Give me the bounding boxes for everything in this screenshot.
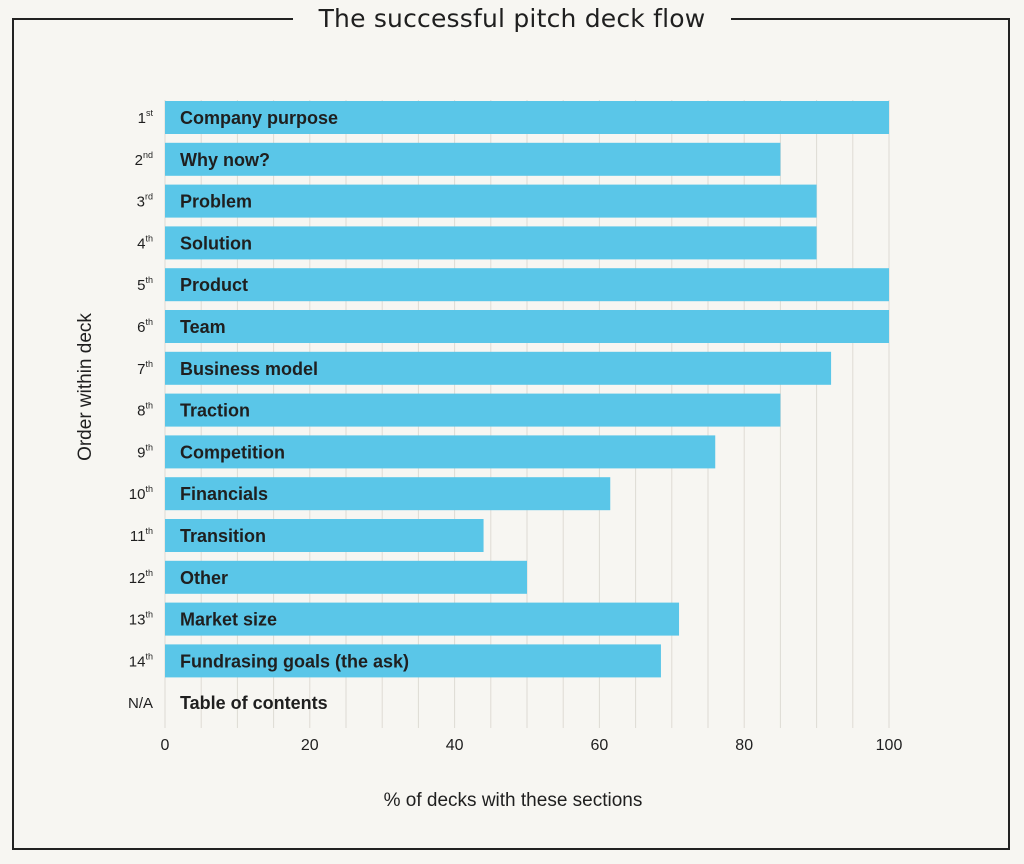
bars	[165, 101, 889, 678]
bar	[165, 310, 889, 343]
bar	[165, 226, 817, 260]
order-label: 7th	[137, 359, 153, 378]
order-number: 9	[137, 444, 145, 461]
order-suffix: th	[145, 484, 153, 494]
bar-label: Business model	[180, 359, 318, 379]
order-label: 12th	[129, 568, 153, 587]
order-label: 8th	[137, 401, 153, 420]
order-label: 3rd	[137, 192, 153, 211]
order-number: 5	[137, 277, 145, 294]
bar-label: Fundrasing goals (the ask)	[180, 651, 409, 671]
order-suffix: st	[146, 108, 154, 118]
bar	[165, 435, 716, 469]
order-label: 11th	[130, 526, 153, 545]
order-label: 14th	[129, 651, 153, 670]
order-number: 7	[137, 361, 145, 378]
order-number: 10	[129, 486, 146, 503]
order-suffix: th	[145, 568, 153, 578]
order-labels: 1st2nd3rd4th5th6th7th8th9th10th11th12th1…	[128, 108, 154, 712]
x-tick-label: 80	[735, 737, 753, 754]
x-axis-label: % of decks with these sections	[383, 790, 643, 811]
order-number: 8	[137, 403, 145, 420]
bar-label: Table of contents	[180, 693, 328, 713]
order-suffix: th	[145, 233, 153, 243]
bar-label: Solution	[180, 233, 252, 253]
order-number: N/A	[128, 695, 153, 712]
bar-label: Other	[180, 568, 228, 588]
order-number: 1	[138, 110, 146, 127]
order-label: 5th	[137, 275, 153, 294]
bar	[165, 644, 661, 678]
order-label: 9th	[137, 442, 153, 461]
bar	[165, 602, 680, 636]
order-number: 12	[129, 570, 146, 587]
x-tick-label: 100	[876, 737, 903, 754]
bar	[165, 519, 484, 552]
bar	[165, 393, 781, 427]
order-number: 3	[137, 194, 145, 211]
order-label: 6th	[137, 317, 153, 336]
x-tick-labels: 0 20 40 60 80 100	[161, 737, 903, 754]
bar-label: Why now?	[180, 150, 270, 170]
bar	[165, 184, 817, 218]
order-suffix: th	[145, 317, 153, 327]
x-tick-label: 0	[161, 737, 170, 754]
order-number: 14	[129, 653, 146, 670]
bar-label: Product	[180, 275, 248, 295]
order-label: 1st	[138, 108, 154, 127]
bar	[165, 560, 527, 594]
bar	[165, 351, 832, 385]
bar	[165, 142, 781, 176]
order-label: 13th	[129, 610, 153, 629]
x-tick-label: 40	[446, 737, 464, 754]
order-suffix: rd	[145, 192, 153, 202]
order-suffix: th	[145, 442, 153, 452]
order-label: 4th	[137, 233, 153, 252]
order-number: 11	[130, 528, 146, 545]
chart-title: The successful pitch deck flow	[292, 4, 732, 33]
bar-label: Traction	[180, 401, 250, 421]
bar-label: Team	[180, 317, 226, 337]
bar-label: Transition	[180, 526, 266, 546]
category-labels: Company purpose Why now? Problem Solution Pr…	[180, 108, 409, 713]
bar-label: Market size	[180, 610, 277, 630]
order-label: 10th	[129, 484, 153, 503]
bar	[165, 101, 889, 134]
order-label: 2nd	[135, 150, 153, 169]
x-tick-label: 20	[301, 737, 319, 754]
order-number: 2	[135, 152, 143, 169]
bar-label: Competition	[180, 442, 285, 462]
bar-label: Company purpose	[180, 108, 338, 128]
order-number: 6	[137, 319, 145, 336]
bar-label: Problem	[180, 192, 252, 212]
order-number: 13	[129, 612, 146, 629]
order-suffix: th	[145, 526, 153, 536]
order-suffix: th	[145, 401, 153, 411]
x-tick-label: 60	[591, 737, 609, 754]
order-suffix: nd	[143, 150, 153, 160]
order-suffix: th	[145, 610, 153, 620]
order-number: 4	[137, 235, 145, 252]
chart-title-wrap: The successful pitch deck flow	[0, 0, 1024, 38]
order-suffix: th	[145, 359, 153, 369]
bar-label: Financials	[180, 484, 268, 504]
bar	[165, 477, 611, 511]
order-suffix: th	[145, 651, 153, 661]
bar	[165, 268, 889, 302]
order-suffix: th	[145, 275, 153, 285]
order-label: N/A	[128, 695, 153, 712]
